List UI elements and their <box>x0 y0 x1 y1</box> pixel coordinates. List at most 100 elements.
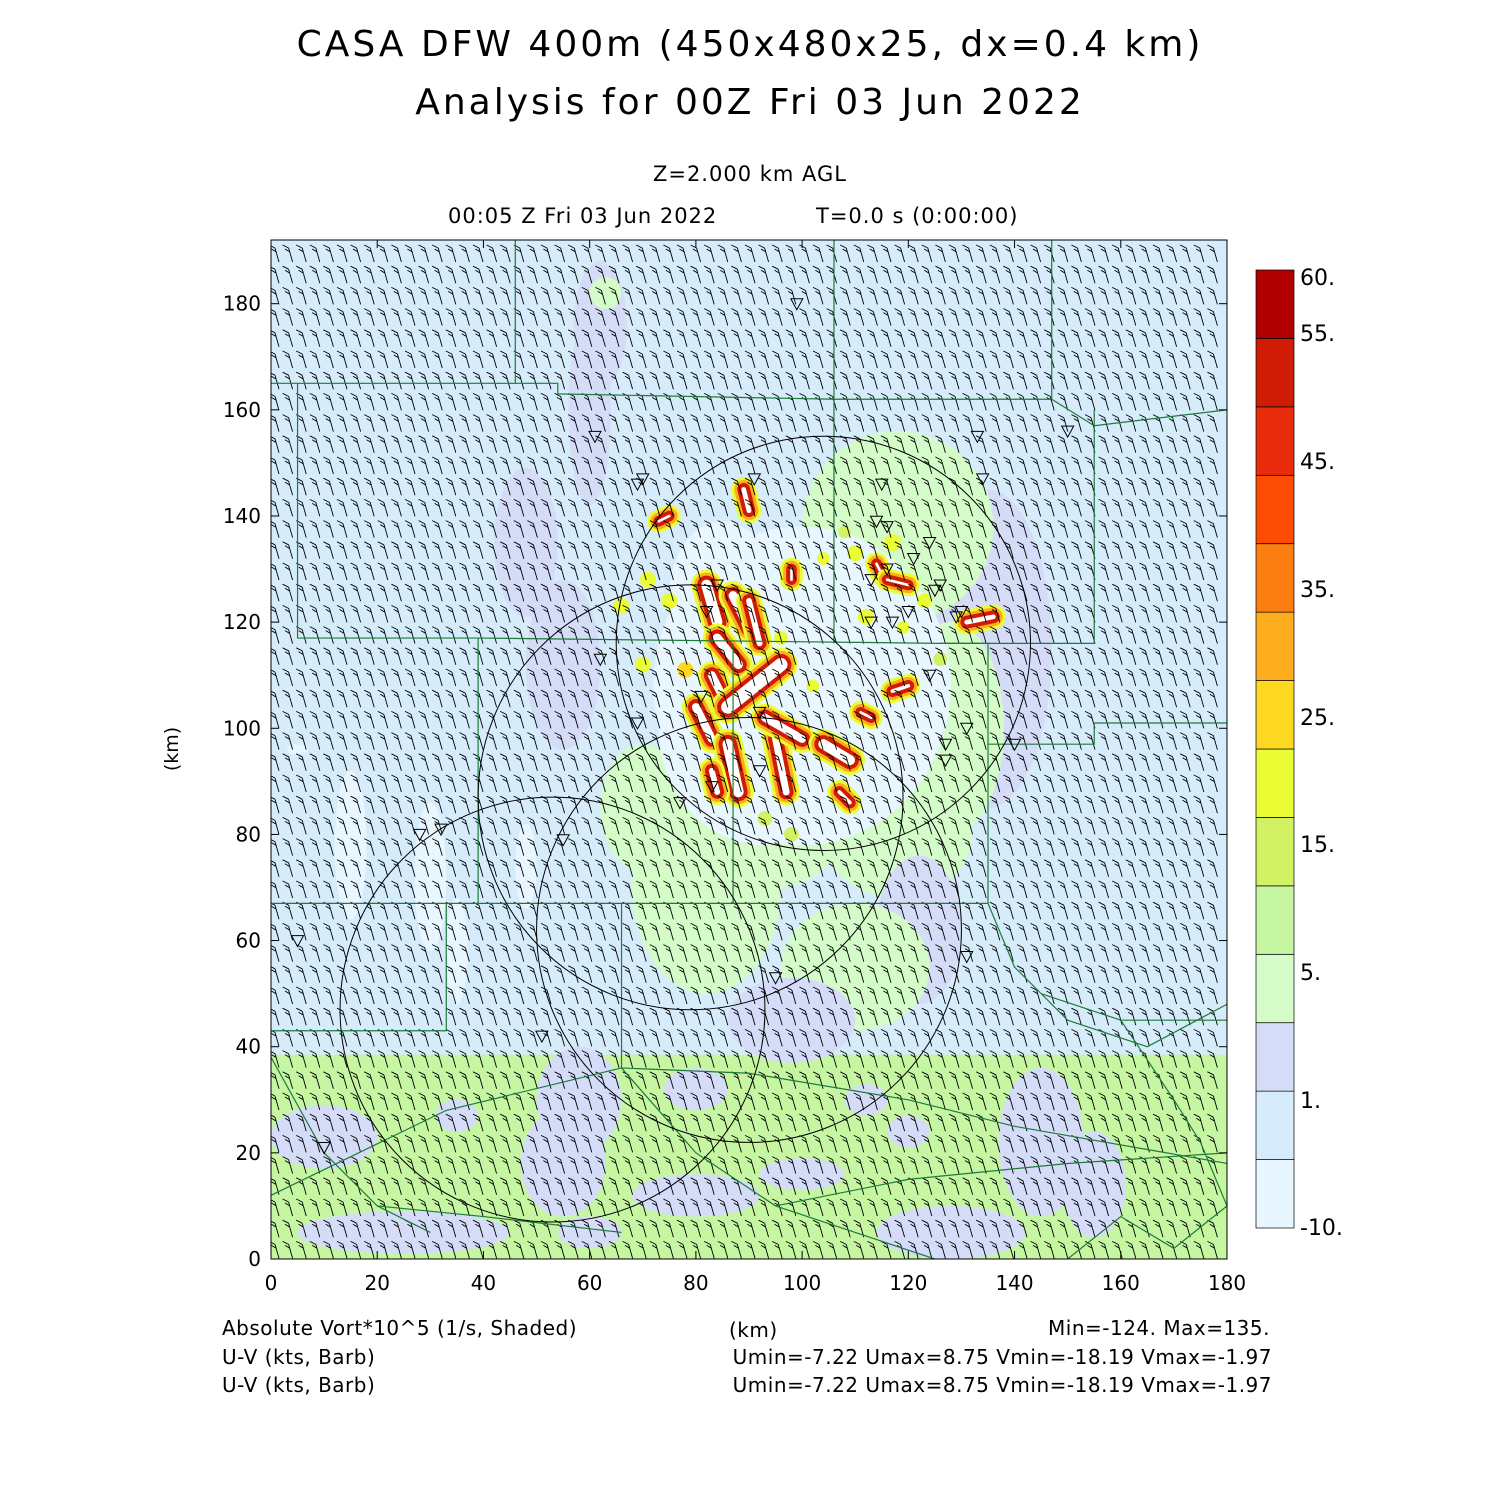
station-marker <box>954 606 969 619</box>
station-marker <box>949 611 963 624</box>
valid-time-label: 00:05 Z Fri 03 Jun 2022 <box>448 204 718 228</box>
vorticity-cell <box>784 826 799 842</box>
chart-title: CASA DFW 400m (450x480x25, dx=0.4 km) <box>296 24 1204 65</box>
x-tick-label: 60 <box>577 1271 602 1295</box>
x-tick-label: 180 <box>1208 1271 1246 1295</box>
vorticity-streak-center <box>818 739 855 766</box>
wind-barbs <box>271 244 1218 1259</box>
level-label: Z=2.000 km AGL <box>652 162 848 186</box>
field-patch <box>525 579 601 750</box>
y-tick-label: 20 <box>236 1141 261 1165</box>
radar-range-rings <box>339 435 1031 1223</box>
radar-range-ring <box>615 435 1031 851</box>
vorticity-cell <box>847 545 864 562</box>
field2-stats: Umin=-7.22 Umax=8.75 Vmin=-18.19 Vmax=-1… <box>732 1345 1272 1369</box>
station-marker <box>938 738 953 752</box>
field-patch <box>664 1067 728 1111</box>
y-tick-label: 120 <box>223 610 261 634</box>
station-marker <box>630 478 645 492</box>
station-marker <box>928 584 942 598</box>
station-marker <box>959 722 974 736</box>
county-line <box>271 1057 431 1234</box>
colorbar-label: 5. <box>1300 961 1321 986</box>
colorbar-swatch <box>1255 680 1295 750</box>
county-line <box>775 1152 1227 1207</box>
colorbar-label: 15. <box>1300 833 1335 858</box>
station-marker <box>922 669 937 683</box>
station-marker <box>556 834 570 847</box>
plot-frame <box>270 239 1228 1260</box>
vorticity-streak-center <box>760 713 807 743</box>
county-line <box>478 643 734 905</box>
station-marker <box>975 473 990 486</box>
vorticity-streak-center <box>964 614 996 625</box>
field1-label: Absolute Vort*10^5 (1/s, Shaded) <box>222 1316 578 1340</box>
field-patch <box>1062 1131 1127 1238</box>
colorbar-label: 55. <box>1300 322 1335 347</box>
vorticity-streak-center <box>712 633 743 670</box>
x-tick-label: 40 <box>471 1271 496 1295</box>
county-line <box>621 1067 1227 1165</box>
station-marker <box>885 616 900 630</box>
vorticity-cell <box>838 525 851 539</box>
station-marker <box>434 823 448 837</box>
station-marker <box>922 537 937 550</box>
radar-range-ring <box>339 796 766 1223</box>
vorticity-streak-center <box>885 578 910 587</box>
field-patch <box>844 1083 888 1116</box>
county-line <box>271 903 623 1196</box>
colorbar-swatch <box>1255 748 1295 818</box>
field1-stats: Min=-124. Max=135. <box>1048 1316 1270 1340</box>
station-marker <box>412 828 427 842</box>
station-marker <box>535 1030 549 1044</box>
station-marker <box>874 478 889 492</box>
county-line <box>1067 1205 1227 1259</box>
station-marker <box>588 430 602 444</box>
vorticity-cell <box>883 534 901 552</box>
station-marker <box>635 473 650 486</box>
colorbar-label: 60. <box>1300 266 1335 291</box>
colorbar-swatch <box>1255 1022 1295 1092</box>
radar-range-ring <box>477 584 904 1011</box>
station-marker <box>290 935 305 948</box>
county-line <box>377 1205 622 1234</box>
field-patch <box>271 1105 378 1169</box>
y-tick-label: 100 <box>223 716 261 740</box>
field2-label: U-V (kts, Barb) <box>222 1345 376 1369</box>
vorticity-field <box>271 240 1227 1259</box>
x-axis-label: (km) <box>729 1318 778 1342</box>
x-tick-label: 80 <box>683 1271 708 1295</box>
county-line <box>1120 1019 1227 1207</box>
vorticity-cell <box>634 656 651 673</box>
y-tick-label: 180 <box>223 292 261 316</box>
y-tick-label: 160 <box>223 398 261 422</box>
x-tick-label: 120 <box>889 1271 927 1295</box>
station-marker <box>747 473 762 486</box>
county-line <box>271 903 447 1032</box>
y-tick-label: 40 <box>236 1035 261 1059</box>
vorticity-streak-center <box>859 711 873 719</box>
field-patch <box>887 1115 930 1148</box>
field-patch <box>632 1174 760 1217</box>
vorticity-streak-center <box>691 703 716 743</box>
colorbar-swatch <box>1255 269 1295 339</box>
station-marker <box>970 430 985 444</box>
colorbar-swatch <box>1255 406 1295 476</box>
colorbar: 60. 55. 45. 35. 25. 15. 5. 1. -10. <box>1255 266 1343 1241</box>
station-marker <box>906 552 921 566</box>
vorticity-cell <box>916 593 932 609</box>
station-marker <box>699 606 714 619</box>
colorbar-swatch <box>1255 1090 1295 1160</box>
station-marker <box>880 521 894 534</box>
county-line <box>988 722 1095 745</box>
radar-range-ring <box>536 717 962 1143</box>
x-tick-label: 100 <box>783 1271 821 1295</box>
colorbar-label: 25. <box>1300 706 1335 731</box>
colorbar-swatch <box>1255 885 1295 955</box>
colorbar-swatch <box>1255 338 1295 408</box>
station-markers <box>290 298 1075 1155</box>
station-marker <box>938 754 953 768</box>
vorticity-cell <box>896 621 910 634</box>
station-marker <box>704 781 719 794</box>
